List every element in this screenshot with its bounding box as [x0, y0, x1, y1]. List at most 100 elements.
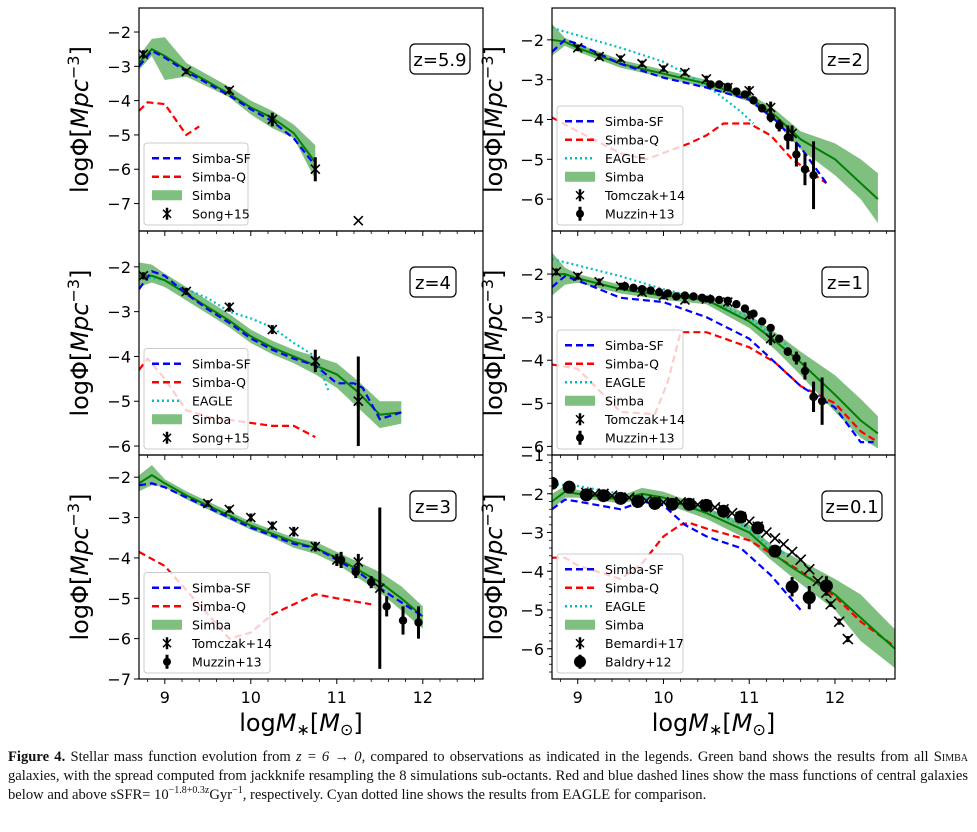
y-tick-label: −6 — [520, 437, 544, 456]
x-axis-label-m: M — [688, 709, 709, 737]
y-tick-label: −4 — [107, 549, 131, 568]
x-tick-label: 10 — [241, 688, 261, 707]
redshift-box — [409, 490, 457, 522]
marker-x — [572, 271, 583, 282]
bemardi-17-point — [769, 532, 781, 544]
legend-label: Simba — [605, 393, 644, 408]
marker-x — [709, 501, 721, 513]
muzzin-13-point — [757, 317, 767, 326]
legend-label: EAGLE — [605, 599, 646, 614]
y-axis-label-log: logΦ[ — [480, 576, 508, 641]
legend-item: Baldry+12 — [574, 654, 672, 669]
legend-handle-simba — [152, 190, 182, 201]
marker-dot — [751, 521, 765, 535]
muzzin-13-point — [723, 296, 732, 305]
legend-label: Simba-Q — [605, 132, 659, 147]
marker-dot — [715, 295, 724, 305]
marker-x — [812, 575, 824, 587]
muzzin-13-point — [732, 87, 741, 96]
baldry-12-point — [717, 504, 730, 518]
legend: Simba-SF Simba-Q EAGLE Simba Bemardi+17 Baldr… — [556, 553, 684, 674]
marker-dot — [723, 296, 732, 305]
y-axis-label-mpc: Mpc — [480, 526, 508, 575]
song-15-point — [224, 85, 235, 96]
muzzin-13-point — [646, 286, 655, 295]
tomczak-14-point — [615, 53, 626, 64]
muzzin-13-point — [663, 289, 672, 298]
y-axis-label-close: ] — [66, 270, 94, 279]
marker-dot — [680, 291, 690, 300]
y-axis-label: logΦ[Mpc−3] — [478, 494, 508, 641]
legend-item: EAGLE — [565, 151, 646, 166]
x-axis-label-sun: ⊙ — [340, 720, 353, 739]
baldry-12-point — [768, 544, 782, 558]
y-tick-label: −3 — [107, 303, 131, 322]
marker-dot — [398, 616, 408, 625]
legend-handle-dot — [163, 657, 171, 666]
tomczak-14-point — [572, 271, 583, 282]
marker-dot — [757, 317, 767, 326]
marker-x — [310, 541, 321, 552]
y-tick-label: −3 — [107, 57, 131, 76]
baldry-12-point — [596, 489, 610, 503]
legend-label: Simba-Q — [192, 169, 246, 184]
marker-x — [765, 333, 776, 344]
legend-handle-dot — [576, 209, 584, 218]
y-tick-label: −7 — [107, 670, 131, 689]
legend-handle-dot — [576, 433, 584, 442]
marker-dot — [792, 150, 801, 159]
legend-item: Tomczak+14 — [575, 412, 685, 427]
baldry-12-point — [751, 521, 765, 535]
legend-label: Simba-SF — [192, 356, 251, 371]
y-tick-label: −5 — [520, 150, 544, 169]
plot-area — [552, 252, 879, 449]
marker-dot — [809, 392, 818, 402]
marker-x — [594, 276, 605, 287]
marker-dot — [732, 300, 741, 309]
muzzin-13-point — [367, 576, 376, 589]
song-15-point — [310, 349, 321, 373]
legend-handle-x — [162, 638, 172, 648]
marker-x — [267, 324, 278, 335]
legend: Simba-SF Simba-Q EAGLE Simba Tomczak+14 Muzzi… — [556, 329, 685, 450]
y-axis-label-close: ] — [480, 46, 508, 55]
marker-x — [353, 215, 364, 226]
marker-x — [726, 507, 738, 519]
muzzin-13-point — [715, 295, 724, 305]
marker-dot — [682, 497, 696, 511]
muzzin-13-point — [398, 606, 408, 635]
marker-dot — [749, 96, 758, 105]
y-tick-label: −6 — [107, 160, 131, 179]
muzzin-13-point — [620, 281, 630, 291]
baldry-12-point — [665, 497, 679, 511]
marker-x — [825, 598, 837, 610]
baldry-12-point — [614, 491, 628, 505]
x-axis-label-msun: M — [732, 709, 753, 737]
marker-x — [769, 532, 781, 544]
muzzin-13-point — [740, 304, 750, 313]
muzzin-13-extra-point — [809, 381, 818, 412]
redshift-label: z=3 — [415, 497, 451, 518]
marker-dot — [800, 366, 810, 376]
y-tick-label: −6 — [520, 640, 544, 659]
tomczak-14-point — [679, 67, 690, 78]
legend-item: Simba — [565, 617, 644, 632]
marker-dot — [715, 80, 724, 89]
x-tick-label: 10 — [653, 688, 673, 707]
caption-text-3: galaxies, with the spread computed from … — [8, 768, 968, 803]
simba-band — [139, 37, 316, 180]
marker-x — [765, 102, 776, 113]
redshift-box — [409, 266, 457, 298]
redshift-label: z=1 — [827, 273, 863, 294]
simba-band — [139, 262, 402, 429]
muzzin-13-point — [766, 112, 775, 123]
legend-label: Baldry+12 — [605, 654, 672, 669]
marker-dot — [562, 480, 576, 494]
x-axis-label-m: M — [276, 709, 297, 737]
muzzin-13-point — [749, 309, 758, 318]
muzzin-13-extra-point — [817, 377, 827, 425]
legend-frame — [143, 142, 249, 226]
legend-label: Tomczak+14 — [604, 188, 685, 203]
y-axis-label-close: ] — [480, 270, 508, 279]
legend-item: Simba-Q — [152, 375, 246, 390]
